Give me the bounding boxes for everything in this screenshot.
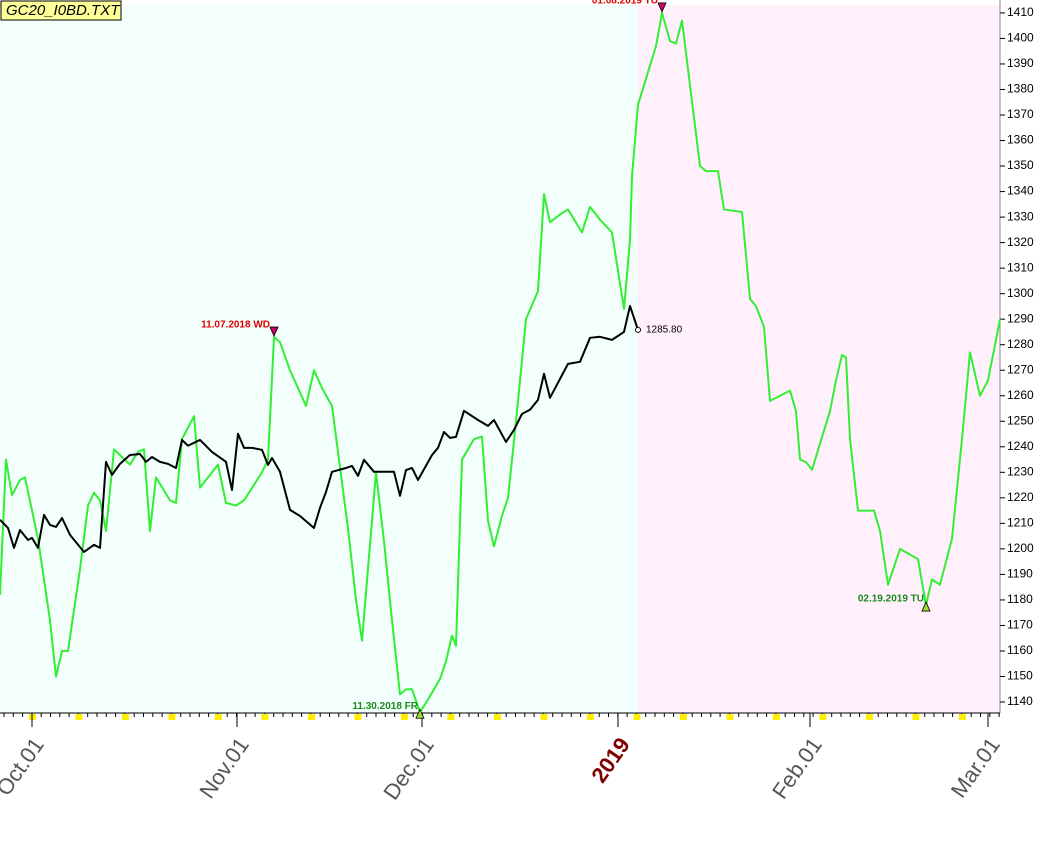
high-marker [657, 2, 667, 13]
x-tick-label: Dec.01 [378, 733, 438, 804]
annotation-label: 11.07.2018 WD [201, 320, 270, 331]
y-tick-label: 1180 [1007, 592, 1033, 606]
week-marker [772, 714, 780, 720]
week-marker [261, 714, 269, 720]
last-value-label: 1285.80 [646, 325, 683, 336]
week-marker [958, 714, 966, 720]
week-marker [540, 714, 548, 720]
background [0, 5, 1000, 713]
price-line [0, 304, 639, 553]
week-marker [819, 714, 827, 720]
x-tick-label: Feb.01 [767, 733, 827, 803]
y-tick-label: 1400 [1007, 31, 1034, 45]
week-marker [493, 714, 501, 720]
plot [0, 11, 1001, 714]
price-line [0, 11, 1001, 714]
y-tick-label: 1410 [1007, 5, 1034, 19]
week-marker [912, 714, 920, 720]
x-tick-label: Mar.01 [946, 733, 1005, 802]
y-tick-label: 1140 [1007, 694, 1033, 708]
y-tick-label: 1150 [1007, 669, 1033, 683]
y-tick-label: 1200 [1007, 541, 1034, 555]
low-marker [415, 708, 425, 719]
y-tick-label: 1190 [1007, 567, 1033, 581]
annotation-label: 01.08.2019 TU [592, 0, 658, 7]
y-tick-label: 1340 [1007, 184, 1034, 198]
week-marker [633, 714, 641, 720]
week-marker [307, 714, 315, 720]
y-tick-label: 1270 [1007, 362, 1034, 376]
week-marker [121, 714, 129, 720]
week-marker [214, 714, 222, 720]
week-marker [75, 714, 83, 720]
y-tick-label: 1330 [1007, 209, 1034, 223]
y-tick-label: 1300 [1007, 286, 1034, 300]
y-tick-label: 1380 [1007, 82, 1034, 96]
title-box [0, 0, 122, 21]
y-tick-label: 1350 [1007, 158, 1034, 172]
week-marker [865, 714, 873, 720]
y-tick-label: 1210 [1007, 516, 1034, 530]
y-tick-label: 1170 [1007, 618, 1033, 632]
y-tick-label: 1290 [1007, 311, 1034, 325]
x-tick-label: Nov.01 [194, 733, 254, 803]
annotation-label: 02.19.2019 TU [858, 594, 924, 605]
y-tick-label: 1220 [1007, 490, 1034, 504]
period-shading [0, 5, 638, 713]
week-marker [726, 714, 734, 720]
chart-title: GC20_I0BD.TXT [6, 2, 121, 19]
y-tick-label: 1320 [1007, 235, 1034, 249]
y-tick-label: 1360 [1007, 133, 1034, 147]
x-tick-label: 2019 [586, 733, 635, 787]
week-marker [447, 714, 455, 720]
y-tick-label: 1240 [1007, 439, 1034, 453]
week-marker [168, 714, 176, 720]
y-tick-label: 1310 [1007, 260, 1034, 274]
annotation-label: 11.30.2018 FR [352, 701, 418, 712]
high-marker [269, 326, 279, 338]
y-tick-label: 1250 [1007, 413, 1034, 427]
week-marker [400, 714, 408, 720]
y-tick-label: 1390 [1007, 56, 1034, 70]
y-tick-label: 1280 [1007, 337, 1034, 351]
y-tick-label: 1230 [1007, 464, 1034, 478]
low-marker [921, 601, 931, 612]
last-value-marker [635, 326, 641, 333]
week-marker [586, 714, 594, 720]
week-marker [354, 714, 362, 720]
y-tick-label: 1160 [1007, 643, 1033, 657]
y-tick-label: 1260 [1007, 388, 1034, 402]
period-shading [638, 5, 1000, 713]
annotations: 11.07.2018 WD 11.30.2018 FR 01.08.2019 TU 0… [201, 0, 931, 719]
y-tick-label: 1370 [1007, 107, 1034, 121]
x-tick-label: Oct.01 [0, 733, 49, 800]
week-marker [679, 714, 687, 720]
